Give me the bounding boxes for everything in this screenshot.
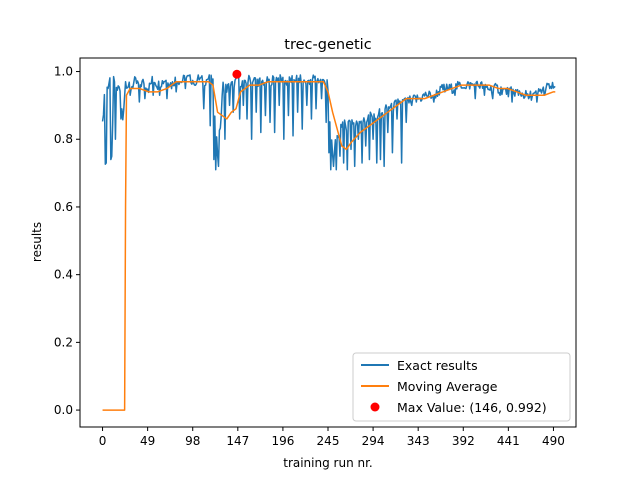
x-tick-label: 0 (99, 434, 107, 448)
chart-title: trec-genetic (284, 37, 371, 53)
x-tick-label: 245 (317, 434, 340, 448)
y-tick-label: 0.8 (54, 132, 73, 146)
legend-box (352, 352, 571, 422)
x-tick-label: 98 (185, 434, 200, 448)
x-tick-label: 147 (226, 434, 249, 448)
plot-area (101, 69, 556, 411)
legend-label-max: Max Value: (146, 0.992) (397, 400, 547, 415)
x-axis: 0 49 98 147 196 245 294 343 392 441 490 (99, 427, 565, 448)
y-tick-label: 0.6 (54, 200, 73, 214)
y-tick-label: 0.2 (54, 335, 73, 349)
series-line-moving-average (102, 80, 556, 411)
x-tick-label: 343 (407, 434, 430, 448)
series-line-exact-results (101, 74, 556, 171)
y-axis-label: results (30, 222, 44, 262)
x-tick-label: 392 (452, 434, 475, 448)
legend-label-moving-average: Moving Average (397, 379, 498, 394)
x-tick-label: 490 (542, 434, 565, 448)
legend: Exact results Moving Average Max Value: … (352, 352, 571, 422)
x-tick-label: 49 (140, 434, 155, 448)
y-tick-label: 1.0 (54, 65, 73, 79)
y-tick-label: 0.0 (54, 403, 73, 417)
legend-marker-max (370, 402, 380, 412)
y-axis: 0.0 0.2 0.4 0.6 0.8 1.0 (54, 65, 80, 417)
x-tick-label: 294 (362, 434, 385, 448)
max-value-point (232, 69, 242, 79)
legend-label-exact: Exact results (397, 358, 478, 373)
y-tick-label: 0.4 (54, 268, 73, 282)
x-tick-label: 441 (497, 434, 520, 448)
x-tick-label: 196 (271, 434, 294, 448)
x-axis-label: training run nr. (283, 456, 373, 470)
